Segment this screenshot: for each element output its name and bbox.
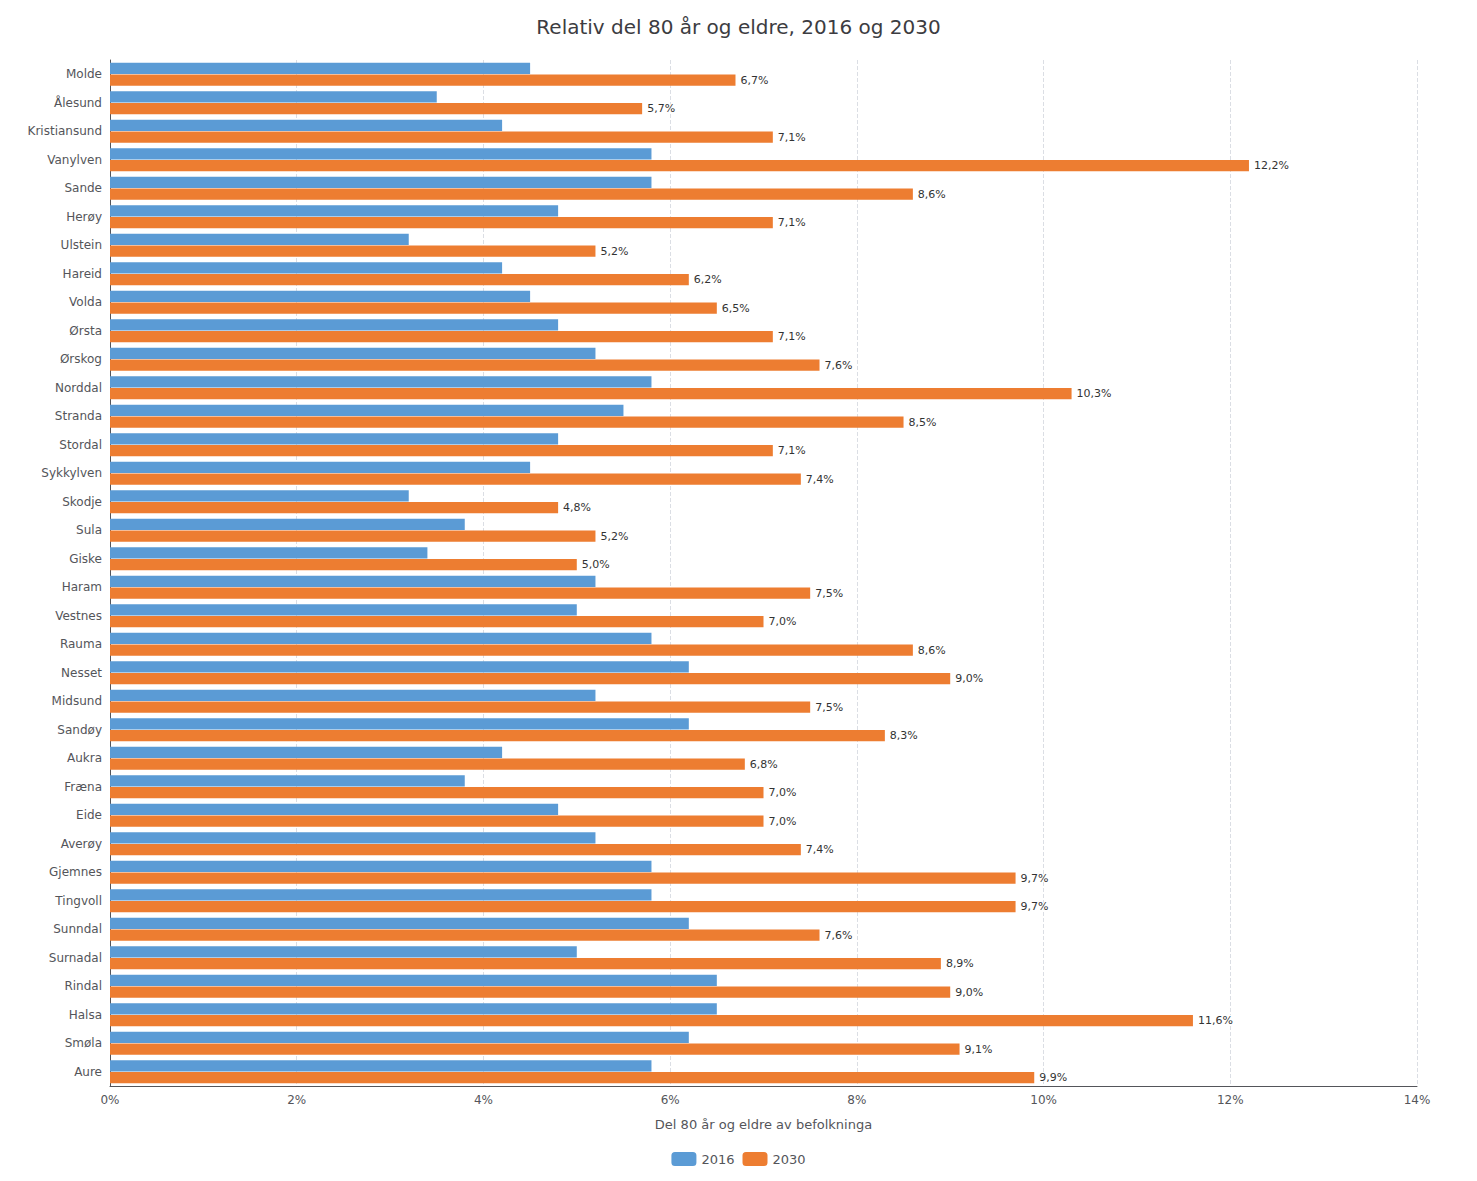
svg-text:7,4%: 7,4%	[806, 843, 834, 856]
svg-text:Volda: Volda	[69, 295, 102, 309]
svg-text:Sunndal: Sunndal	[53, 922, 102, 936]
svg-text:Averøy: Averøy	[61, 837, 102, 851]
svg-text:8%: 8%	[847, 1093, 866, 1107]
svg-text:2%: 2%	[287, 1093, 306, 1107]
svg-text:9,1%: 9,1%	[965, 1043, 993, 1056]
svg-text:0%: 0%	[100, 1093, 119, 1107]
svg-text:14%: 14%	[1404, 1093, 1431, 1107]
svg-text:9,0%: 9,0%	[955, 986, 983, 999]
svg-text:Rauma: Rauma	[60, 637, 102, 651]
svg-text:Sande: Sande	[64, 181, 102, 195]
svg-text:Ålesund: Ålesund	[54, 95, 102, 110]
svg-text:7,0%: 7,0%	[769, 815, 797, 828]
svg-text:5,7%: 5,7%	[647, 102, 675, 115]
svg-text:Sula: Sula	[76, 523, 102, 537]
svg-text:2016: 2016	[701, 1152, 734, 1167]
svg-text:Ørsta: Ørsta	[69, 324, 102, 338]
svg-text:11,6%: 11,6%	[1198, 1014, 1233, 1027]
svg-text:9,7%: 9,7%	[1021, 872, 1049, 885]
svg-text:Vestnes: Vestnes	[55, 609, 102, 623]
svg-text:8,3%: 8,3%	[890, 729, 918, 742]
svg-text:5,0%: 5,0%	[582, 558, 610, 571]
svg-text:10,3%: 10,3%	[1077, 387, 1112, 400]
svg-text:Tingvoll: Tingvoll	[54, 894, 102, 908]
svg-text:Vanylven: Vanylven	[47, 153, 102, 167]
svg-text:Molde: Molde	[66, 67, 102, 81]
svg-text:8,5%: 8,5%	[909, 416, 937, 429]
svg-text:Norddal: Norddal	[55, 381, 102, 395]
svg-text:8,6%: 8,6%	[918, 644, 946, 657]
svg-text:8,6%: 8,6%	[918, 188, 946, 201]
svg-text:Smøla: Smøla	[65, 1036, 102, 1050]
svg-text:6,8%: 6,8%	[750, 758, 778, 771]
svg-text:6%: 6%	[661, 1093, 680, 1107]
svg-text:Halsa: Halsa	[69, 1008, 102, 1022]
svg-text:Relativ del 80 år og eldre, 20: Relativ del 80 år og eldre, 2016 og 2030	[536, 15, 940, 39]
svg-text:7,4%: 7,4%	[806, 473, 834, 486]
svg-text:12,2%: 12,2%	[1254, 159, 1289, 172]
svg-text:12%: 12%	[1217, 1093, 1244, 1107]
svg-text:10%: 10%	[1030, 1093, 1057, 1107]
svg-text:Ulstein: Ulstein	[61, 238, 102, 252]
svg-text:Midsund: Midsund	[52, 694, 102, 708]
svg-text:7,6%: 7,6%	[825, 359, 853, 372]
svg-text:Nesset: Nesset	[61, 666, 102, 680]
svg-text:4,8%: 4,8%	[563, 501, 591, 514]
svg-text:5,2%: 5,2%	[600, 245, 628, 258]
svg-text:7,1%: 7,1%	[778, 131, 806, 144]
svg-text:Kristiansund: Kristiansund	[28, 124, 102, 138]
svg-text:Surnadal: Surnadal	[49, 951, 102, 965]
svg-text:Stordal: Stordal	[59, 438, 102, 452]
svg-text:2030: 2030	[773, 1152, 806, 1167]
svg-text:7,0%: 7,0%	[769, 786, 797, 799]
svg-text:7,5%: 7,5%	[815, 701, 843, 714]
svg-text:Hareid: Hareid	[63, 267, 102, 281]
svg-text:Haram: Haram	[62, 580, 102, 594]
svg-text:9,0%: 9,0%	[955, 672, 983, 685]
svg-text:8,9%: 8,9%	[946, 957, 974, 970]
svg-text:7,6%: 7,6%	[825, 929, 853, 942]
svg-text:Del 80 år og eldre av befolkni: Del 80 år og eldre av befolkninga	[655, 1117, 872, 1132]
svg-text:6,5%: 6,5%	[722, 302, 750, 315]
svg-text:Aukra: Aukra	[67, 751, 102, 765]
svg-text:9,9%: 9,9%	[1039, 1071, 1067, 1084]
svg-text:Giske: Giske	[69, 552, 102, 566]
svg-text:7,0%: 7,0%	[769, 615, 797, 628]
svg-text:Fræna: Fræna	[64, 780, 102, 794]
svg-text:5,2%: 5,2%	[600, 530, 628, 543]
svg-text:Skodje: Skodje	[62, 495, 102, 509]
svg-text:6,2%: 6,2%	[694, 273, 722, 286]
svg-text:Sandøy: Sandøy	[57, 723, 102, 737]
svg-text:7,5%: 7,5%	[815, 587, 843, 600]
svg-text:Ørskog: Ørskog	[60, 352, 102, 366]
svg-text:Gjemnes: Gjemnes	[49, 865, 102, 879]
svg-text:Aure: Aure	[74, 1065, 102, 1079]
svg-text:7,1%: 7,1%	[778, 444, 806, 457]
svg-text:Eide: Eide	[76, 808, 102, 822]
svg-text:Rindal: Rindal	[64, 979, 102, 993]
svg-text:6,7%: 6,7%	[740, 74, 768, 87]
svg-text:4%: 4%	[474, 1093, 493, 1107]
svg-text:7,1%: 7,1%	[778, 216, 806, 229]
svg-text:Stranda: Stranda	[55, 409, 102, 423]
svg-text:7,1%: 7,1%	[778, 330, 806, 343]
svg-text:9,7%: 9,7%	[1021, 900, 1049, 913]
svg-text:Herøy: Herøy	[66, 210, 102, 224]
svg-text:Sykkylven: Sykkylven	[41, 466, 102, 480]
